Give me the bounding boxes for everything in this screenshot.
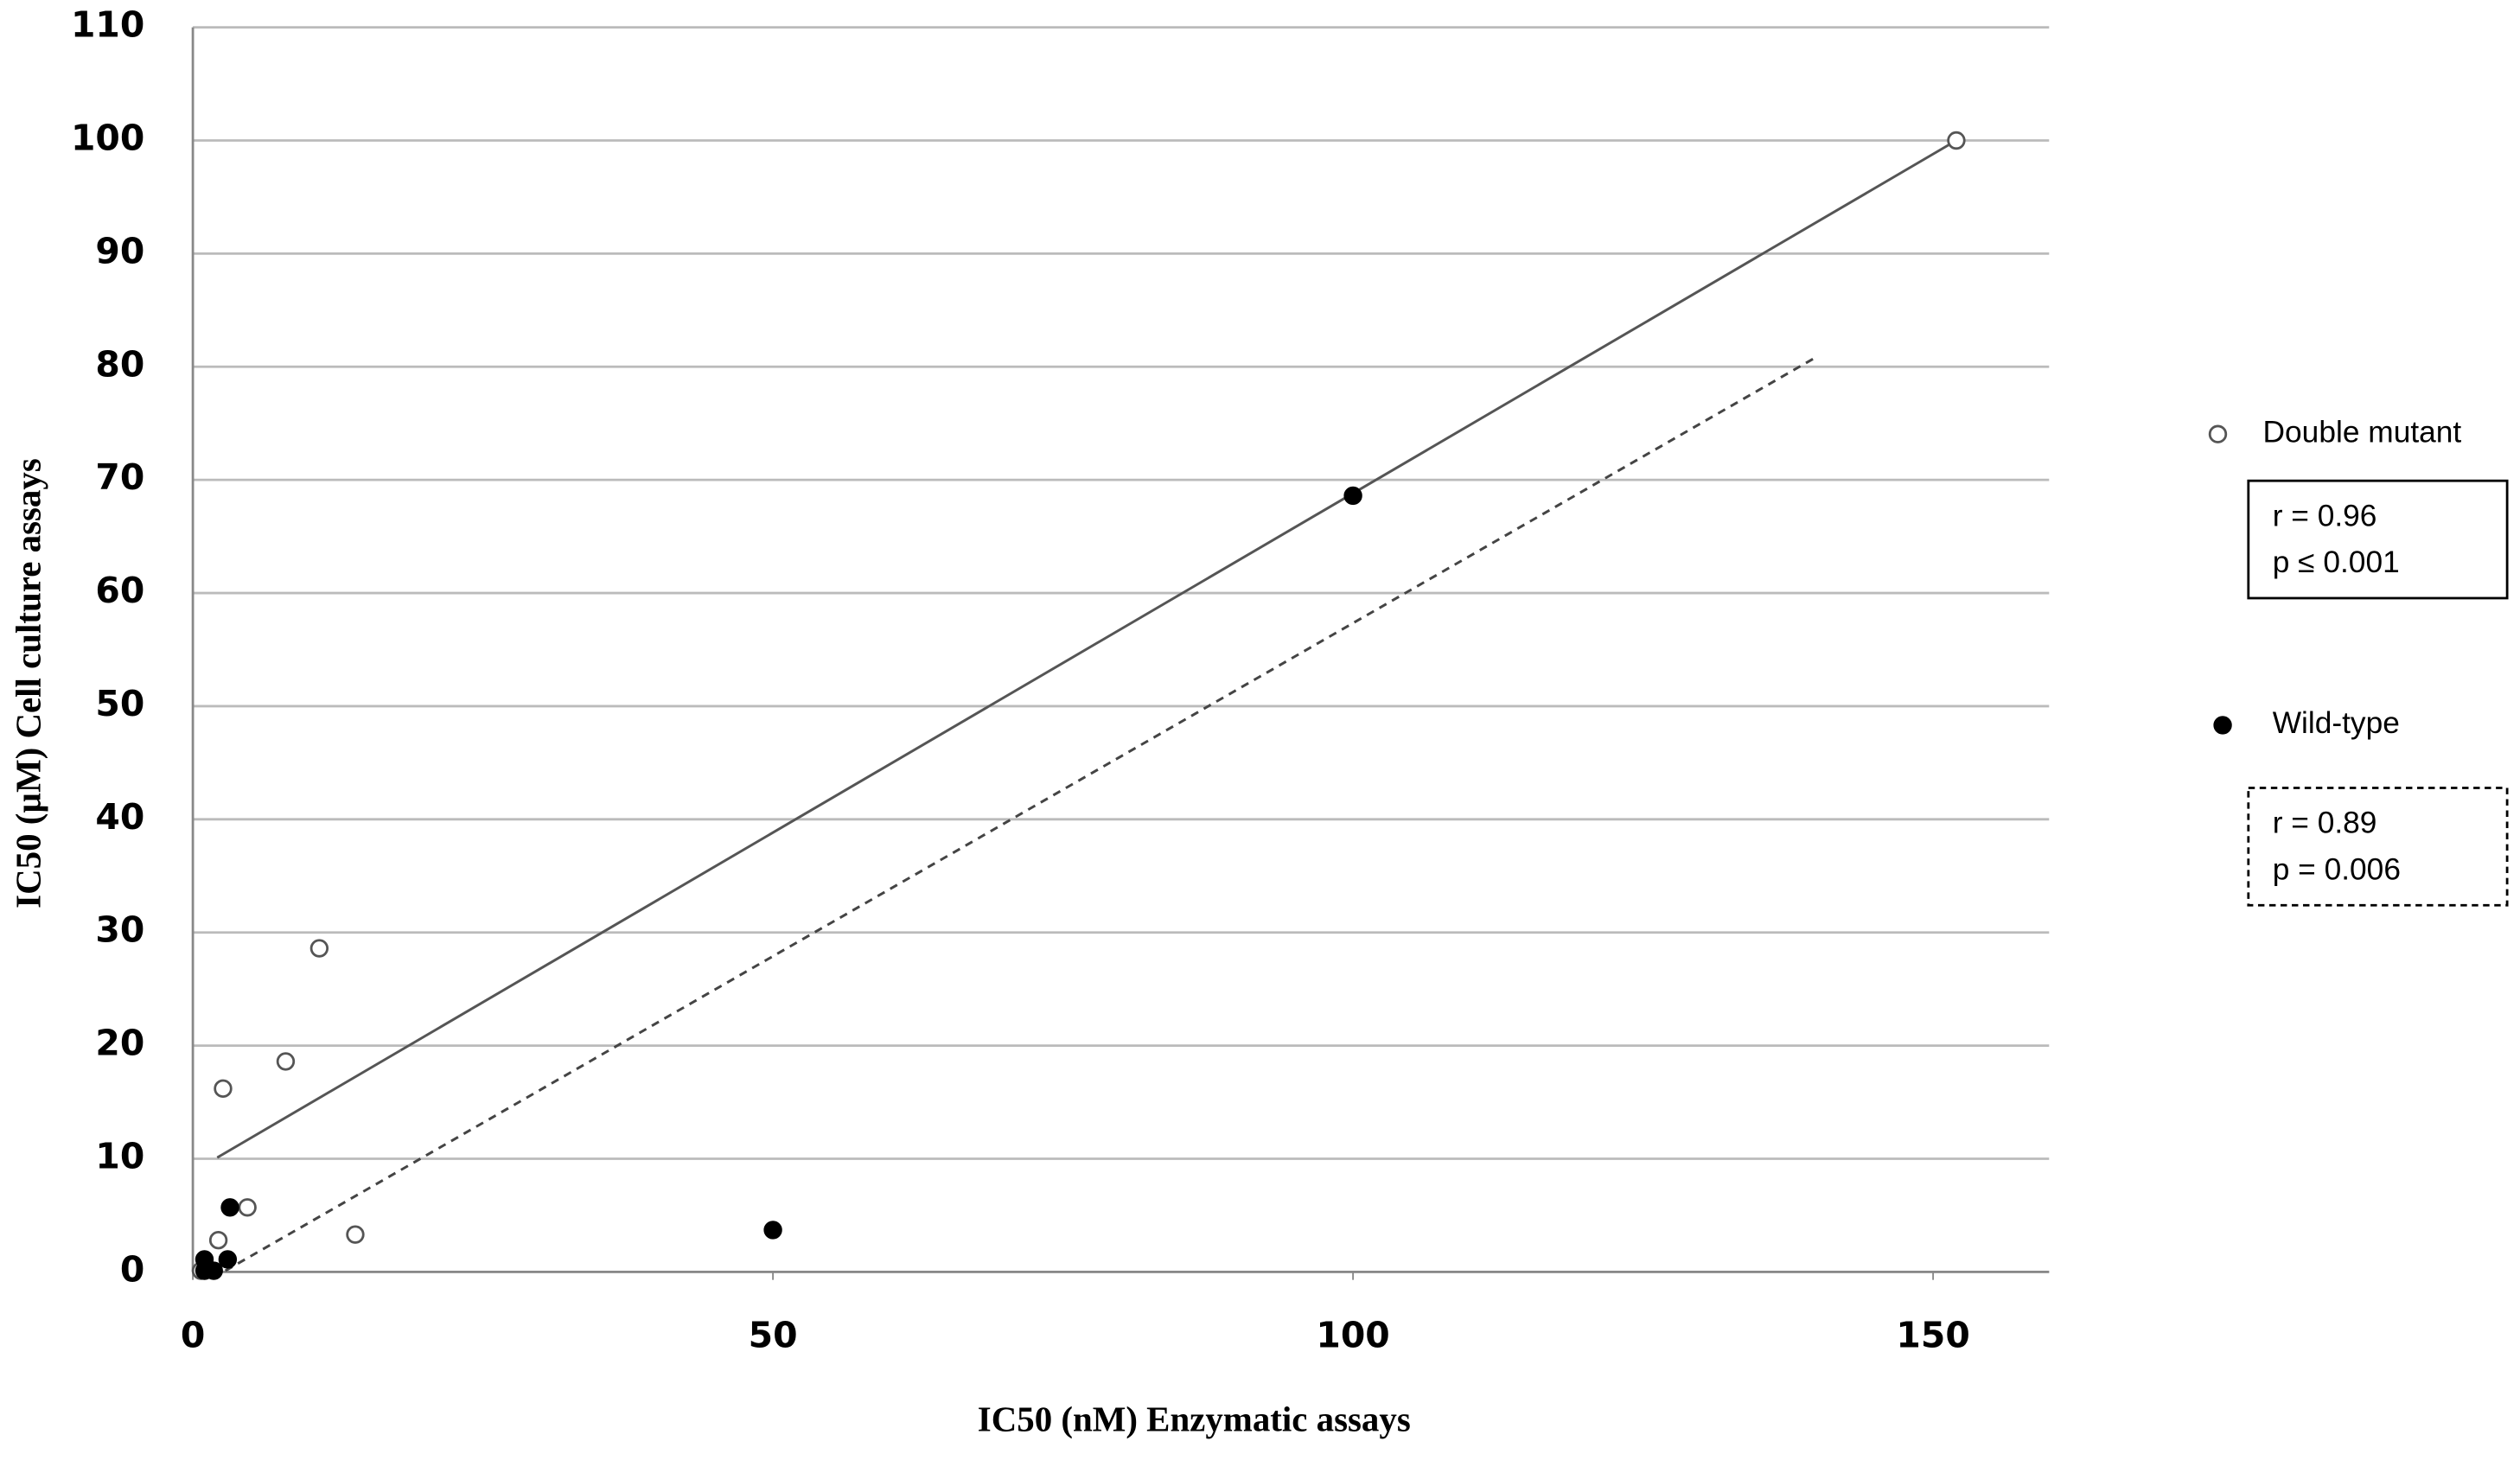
y-tick-label: 110: [71, 4, 144, 46]
point: [1343, 486, 1362, 506]
legend-label: Double mutant: [2263, 416, 2462, 449]
point: [214, 1079, 233, 1099]
x-tick-label: 0: [181, 1315, 205, 1356]
y-tick-label: 20: [95, 1023, 144, 1064]
y-tick-label: 80: [95, 343, 144, 385]
stats-text: p = 0.006: [2273, 853, 2401, 887]
y-tick-label: 40: [95, 796, 144, 838]
point: [204, 1261, 223, 1280]
stats-text: r = 0.89: [2273, 807, 2377, 840]
point: [208, 1231, 228, 1250]
x-axis-title: IC50 (nM) Enzymatic assays: [978, 1400, 1411, 1439]
point: [218, 1250, 238, 1269]
point: [346, 1225, 365, 1244]
stats-text: r = 0.96: [2273, 499, 2377, 532]
x-tick-label: 50: [749, 1315, 798, 1356]
trend-line: [216, 139, 1957, 1159]
y-tick-label: 50: [95, 683, 144, 724]
stats-text: p ≤ 0.001: [2273, 545, 2400, 579]
x-tick-label: 100: [1316, 1315, 1389, 1356]
point: [1947, 131, 1966, 150]
y-tick-label: 10: [95, 1135, 144, 1176]
legend-marker: [2213, 716, 2232, 735]
x-tick-label: 150: [1896, 1315, 1969, 1356]
point: [276, 1052, 296, 1071]
y-axis-title: IC50 (µM) Cell culture assays: [10, 458, 48, 909]
legend-label: Wild-type: [2273, 706, 2400, 740]
stats-box: [2247, 479, 2509, 600]
point: [220, 1198, 239, 1217]
y-tick-label: 60: [95, 570, 144, 611]
point: [763, 1221, 782, 1240]
stats-box: [2247, 787, 2509, 907]
point: [309, 939, 329, 958]
y-tick-label: 90: [95, 230, 144, 271]
y-tick-label: 100: [71, 118, 144, 159]
trend-line: [224, 355, 1818, 1272]
y-tick-label: 0: [120, 1248, 144, 1290]
legend-marker: [2208, 424, 2228, 443]
y-tick-label: 30: [95, 909, 144, 951]
y-tick-label: 70: [95, 456, 144, 498]
point: [238, 1198, 257, 1217]
